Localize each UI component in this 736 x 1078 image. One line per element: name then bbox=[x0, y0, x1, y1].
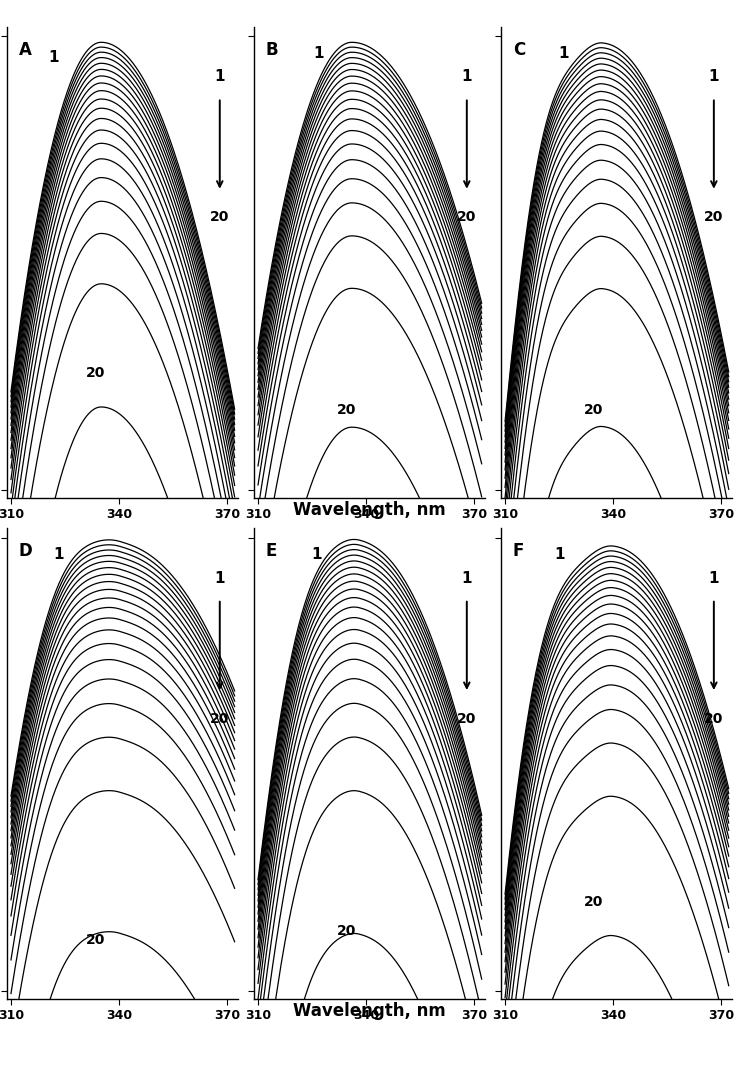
Text: 20: 20 bbox=[85, 932, 105, 946]
Text: 1: 1 bbox=[214, 570, 225, 585]
Text: 20: 20 bbox=[457, 711, 476, 725]
Text: 1: 1 bbox=[709, 570, 719, 585]
Text: 1: 1 bbox=[311, 547, 322, 562]
Text: 1: 1 bbox=[559, 45, 569, 60]
Text: 1: 1 bbox=[554, 547, 565, 562]
Text: 20: 20 bbox=[704, 210, 723, 224]
Text: 1: 1 bbox=[214, 69, 225, 84]
Text: E: E bbox=[266, 542, 277, 561]
Text: 1: 1 bbox=[709, 69, 719, 84]
Text: 20: 20 bbox=[584, 895, 604, 909]
Text: B: B bbox=[266, 41, 278, 59]
Text: 20: 20 bbox=[704, 711, 723, 725]
Text: F: F bbox=[513, 542, 524, 561]
Text: A: A bbox=[19, 41, 32, 59]
Text: 20: 20 bbox=[337, 403, 356, 417]
Text: 20: 20 bbox=[210, 210, 230, 224]
Text: 1: 1 bbox=[53, 547, 63, 562]
Text: 1: 1 bbox=[49, 51, 59, 66]
Text: Wavelength, nm: Wavelength, nm bbox=[294, 1003, 446, 1020]
Text: C: C bbox=[513, 41, 526, 59]
Text: 1: 1 bbox=[314, 45, 325, 60]
Text: 20: 20 bbox=[210, 711, 230, 725]
Text: 1: 1 bbox=[461, 570, 472, 585]
Text: D: D bbox=[19, 542, 32, 561]
Text: 20: 20 bbox=[85, 365, 105, 379]
Text: Wavelength, nm: Wavelength, nm bbox=[294, 501, 446, 519]
Text: 20: 20 bbox=[584, 403, 604, 417]
Text: 20: 20 bbox=[457, 210, 476, 224]
Text: 20: 20 bbox=[337, 924, 356, 938]
Text: 1: 1 bbox=[461, 69, 472, 84]
